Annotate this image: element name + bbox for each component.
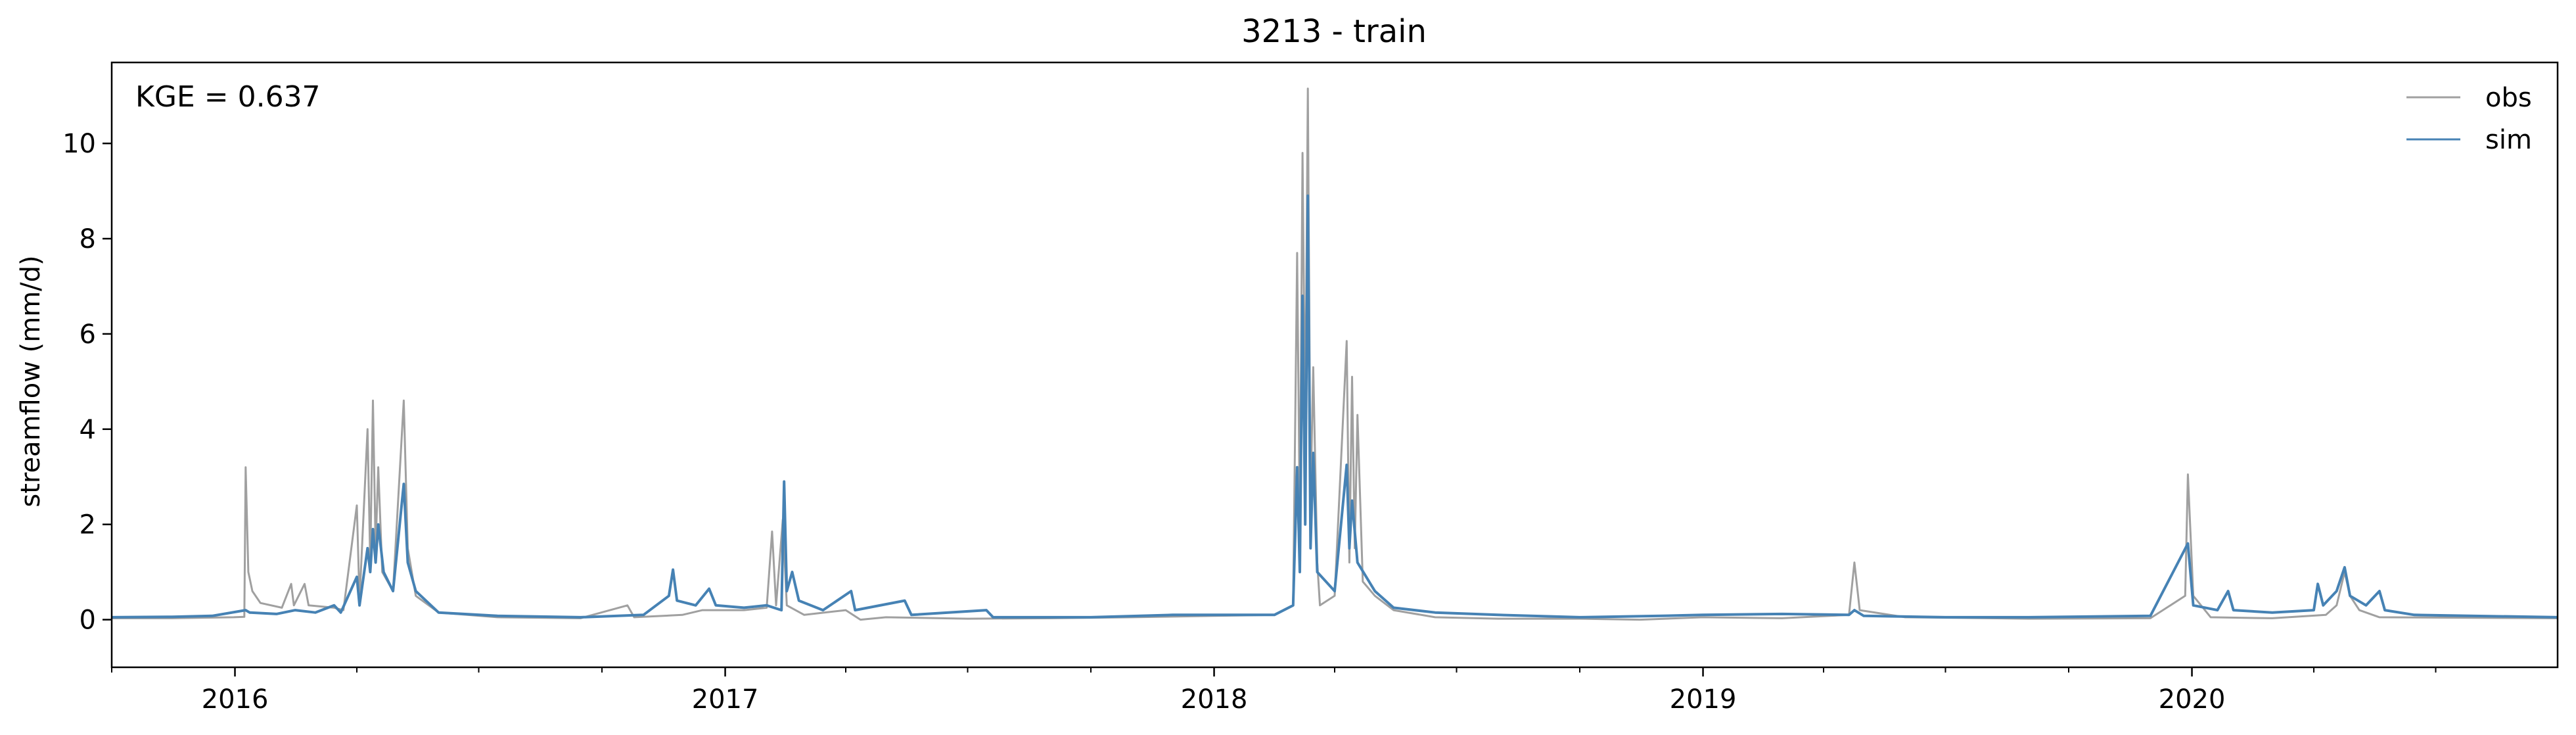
chart-title: 3213 - train: [1241, 13, 1427, 50]
y-tick-label: 2: [80, 510, 96, 540]
x-tick-label: 2016: [202, 684, 269, 715]
kge-annotation: KGE = 0.637: [135, 80, 321, 114]
x-axis: 2016 2017 2018 2019 2020: [111, 667, 2437, 715]
y-axis-label: streamflow (mm/d): [16, 255, 46, 507]
y-axis: 0 2 4 6 8 10: [62, 129, 112, 636]
y-tick-label: 10: [62, 129, 96, 159]
legend-obs-label: obs: [2485, 83, 2532, 113]
y-tick-label: 6: [80, 320, 96, 350]
x-tick-label: 2018: [1181, 684, 1248, 715]
x-tick-label: 2019: [1670, 684, 1737, 715]
x-tick-label: 2020: [2159, 684, 2226, 715]
y-tick-label: 4: [80, 415, 96, 445]
series-sim-line: [112, 194, 2558, 619]
legend-sim-label: sim: [2485, 125, 2532, 155]
x-tick-label: 2017: [692, 684, 759, 715]
y-tick-label: 8: [80, 224, 96, 254]
series-layer: [112, 87, 2558, 621]
y-tick-label: 0: [80, 605, 96, 636]
legend: obs sim: [2406, 83, 2532, 155]
